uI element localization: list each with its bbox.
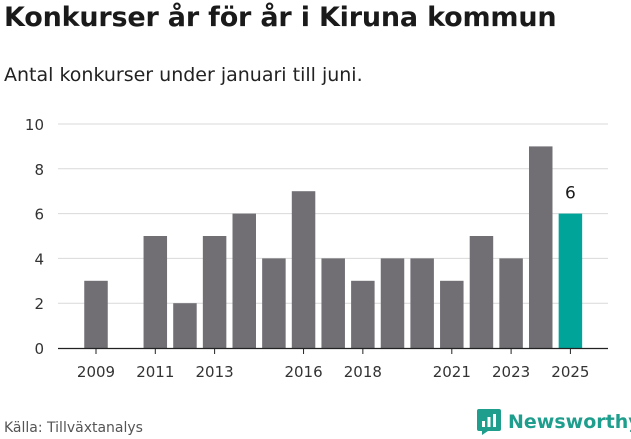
y-tick-label: 4 (34, 250, 44, 268)
bar-2021 (440, 280, 464, 348)
bar-2015 (262, 258, 286, 348)
x-tick-label: 2021 (433, 363, 471, 381)
data-label: 6 (565, 184, 576, 204)
bar-2012 (173, 303, 197, 348)
source-note: Källa: Tillväxtanalys (4, 420, 143, 436)
bar-chart: 0 2 4 6 8 10 2009 2011 2013 2016 2018 2021 2023 2025 6 (25, 116, 608, 381)
y-tick-label: 2 (34, 295, 44, 313)
bar-2024 (529, 146, 553, 348)
bar-chart-speech-bubble-icon (476, 408, 502, 436)
y-tick-label: 0 (34, 340, 44, 358)
x-tick-label: 2009 (77, 363, 115, 381)
bar-2011 (143, 236, 168, 348)
bar-2016 (291, 191, 316, 348)
chart-title: Konkurser år för år i Kiruna kommun (4, 2, 557, 33)
brand-logo: Newsworthy (476, 408, 631, 436)
bar-2019 (380, 258, 405, 348)
y-tick-label: 8 (34, 161, 44, 179)
bar-2022 (469, 236, 494, 348)
y-tick-label: 10 (25, 116, 44, 134)
bar-2018 (351, 280, 375, 348)
bar-2025 (558, 213, 583, 348)
bar-2009 (84, 280, 108, 348)
x-tick-label: 2023 (492, 363, 530, 381)
bar-2017 (321, 258, 345, 348)
bar-2014 (232, 213, 256, 348)
x-tick-label: 2013 (196, 363, 234, 381)
chart-subtitle: Antal konkurser under januari till juni. (4, 64, 363, 86)
brand-name: Newsworthy (508, 411, 631, 433)
bar-2013 (202, 236, 227, 348)
x-tick-label: 2011 (136, 363, 174, 381)
x-tick-label: 2018 (344, 363, 382, 381)
bar-2023 (499, 258, 523, 348)
bar-2020 (410, 258, 434, 348)
x-tick-label: 2016 (284, 363, 322, 381)
x-tick-label: 2025 (551, 363, 589, 381)
y-tick-label: 6 (34, 206, 44, 224)
